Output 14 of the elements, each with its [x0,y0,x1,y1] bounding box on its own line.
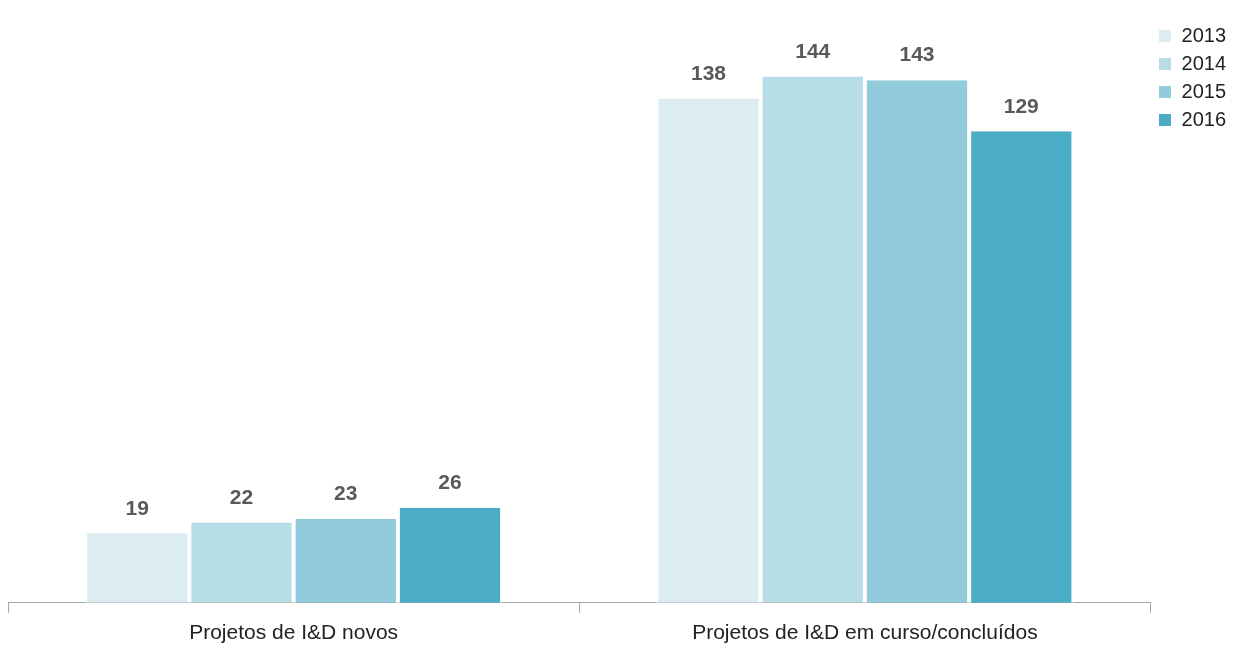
x-tick-label: Projetos de I&D novos [189,620,399,644]
data-label: 138 [690,60,727,84]
data-label: 144 [795,38,831,62]
data-label: 129 [1003,93,1039,117]
legend-label: 2016 [1181,107,1227,130]
legend-label: 2013 [1181,23,1227,46]
data-label: 22 [229,484,254,508]
legend-label: 2014 [1181,51,1227,74]
data-label: 19 [125,495,149,519]
x-tick-label: Projetos de I&D em curso/concluídos [692,620,1038,644]
legend-label: 2015 [1181,79,1227,102]
data-label: 26 [438,470,462,494]
data-label: 23 [334,481,358,505]
data-label: 143 [899,42,935,66]
